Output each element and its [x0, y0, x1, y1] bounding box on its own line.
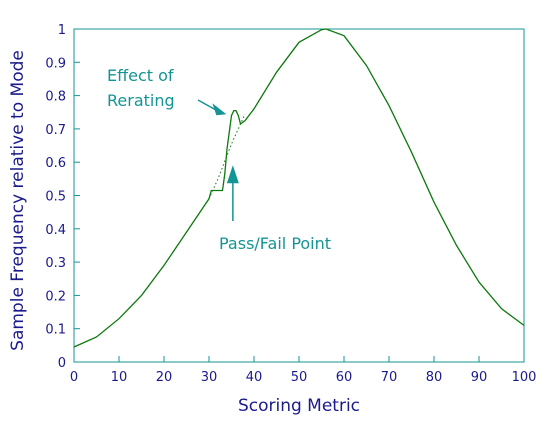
annotation-arrow-head	[212, 103, 227, 116]
annotation-arrow-head	[226, 165, 239, 184]
x-tick-label: 50	[291, 370, 308, 385]
series-layer	[73, 28, 525, 348]
x-tick-label: 60	[336, 370, 353, 385]
x-tick-label: 0	[70, 370, 78, 385]
y-tick-label: 0.4	[45, 223, 66, 238]
x-tick-label: 20	[156, 370, 173, 385]
y-tick-label: 0.9	[45, 56, 66, 71]
annotations: Effect of Rerating Pass/Fail Point	[107, 66, 331, 253]
x-axis: 0 10 20 30 40 50 60 70 80 90 100	[70, 356, 537, 385]
y-axis: 0 0.1 0.2 0.3 0.4 0.5 0.6 0.7 0.8 0.9 1	[45, 23, 80, 371]
y-tick-label: 0	[58, 356, 66, 371]
y-tick-label: 1	[58, 23, 66, 38]
x-tick-label: 30	[201, 370, 218, 385]
y-tick-label: 0.6	[45, 156, 66, 171]
y-tick-label: 0.2	[45, 289, 66, 304]
y-tick-label: 0.5	[45, 190, 66, 205]
frequency-curve	[73, 28, 525, 348]
x-tick-label: 70	[381, 370, 398, 385]
expected-curve-dotted	[208, 113, 246, 200]
annotation-effect-of-rerating-line: Rerating	[107, 91, 175, 110]
y-tick-label: 0.7	[45, 123, 66, 138]
x-tick-label: 90	[471, 370, 488, 385]
y-tick-label: 0.1	[45, 323, 66, 338]
y-tick-label: 0.3	[45, 256, 66, 271]
x-tick-label: 10	[111, 370, 128, 385]
annotation-arrow-shaft	[197, 99, 217, 111]
annotation-effect-of-rerating-line: Effect of	[107, 66, 174, 85]
annotation-pass-fail-point: Pass/Fail Point	[219, 234, 331, 253]
x-tick-label: 40	[246, 370, 263, 385]
y-axis-title: Sample Frequency relative to Mode	[8, 50, 28, 351]
y-tick-label: 0.8	[45, 90, 66, 105]
x-axis-title: Scoring Metric	[238, 396, 360, 416]
x-tick-label: 100	[512, 370, 537, 385]
x-tick-label: 80	[426, 370, 443, 385]
